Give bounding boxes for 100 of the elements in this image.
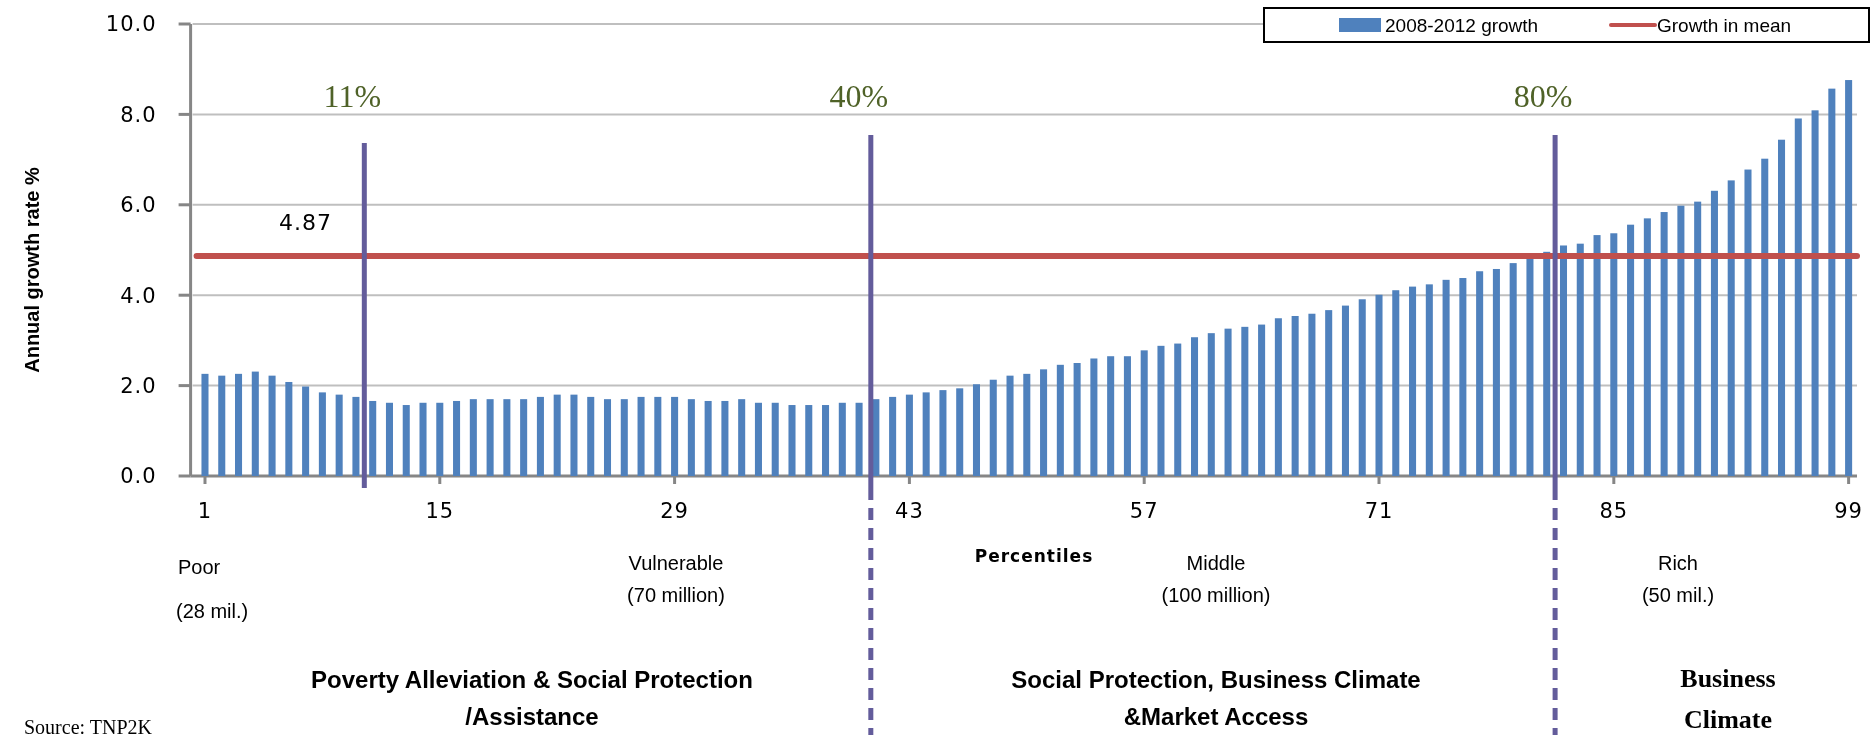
bar [1526, 256, 1534, 476]
text: Middle [1186, 552, 1246, 574]
x-tick-label: 71 [1364, 499, 1394, 524]
bar [754, 402, 762, 476]
bar [1073, 363, 1081, 476]
bar [1241, 326, 1249, 476]
bar [620, 399, 628, 476]
bar [1375, 294, 1383, 476]
bar [1140, 350, 1148, 476]
bar [520, 399, 528, 476]
bar [1358, 299, 1366, 476]
bar [385, 402, 393, 476]
bar [1274, 318, 1282, 476]
bar [671, 396, 679, 476]
bar [989, 379, 997, 476]
bar [419, 402, 427, 476]
bar [1761, 158, 1769, 476]
bar [1744, 169, 1752, 476]
bar [1660, 212, 1668, 476]
bar [1576, 243, 1584, 476]
annotation: 80% [1513, 77, 1573, 114]
bar [1157, 345, 1165, 476]
annotation: 4.87 [279, 209, 333, 235]
x-tick-label: 43 [895, 499, 924, 524]
bar [1677, 205, 1685, 476]
bar [922, 392, 930, 476]
y-tick-label: 10.0 [105, 12, 157, 37]
bar [251, 371, 259, 476]
bar [235, 373, 243, 476]
bar [654, 396, 662, 476]
bar [1459, 278, 1467, 476]
bar [637, 396, 645, 476]
bar [1258, 324, 1266, 476]
bar [1425, 284, 1433, 476]
bar [335, 394, 343, 476]
bar [956, 388, 964, 476]
bar [889, 396, 897, 476]
bar [1442, 279, 1450, 476]
bar [201, 373, 209, 476]
bar [738, 399, 746, 476]
bar [536, 396, 544, 476]
bar [721, 400, 729, 476]
bar [1308, 313, 1316, 476]
text: Business Climate [1680, 664, 1776, 734]
y-tick-label: 0.0 [120, 464, 157, 489]
x-tick-label: 99 [1834, 499, 1863, 524]
bar [1727, 180, 1735, 476]
bar [1492, 268, 1500, 476]
source-note: Source: TNP2K [24, 716, 153, 738]
bar [771, 402, 779, 476]
x-tick-label: 15 [425, 499, 455, 524]
bar [1409, 286, 1417, 476]
bar [1207, 333, 1215, 476]
bar [1174, 343, 1182, 476]
x-tick-label: 29 [660, 499, 689, 524]
bar [822, 405, 830, 476]
legend-label: Growth in mean [1657, 14, 1792, 36]
text: Poverty Alleviation & Social Protection /Assistance [311, 665, 753, 730]
bar [469, 399, 477, 476]
text: Rich [1657, 552, 1699, 574]
bar [218, 375, 226, 476]
bar [1610, 233, 1618, 476]
bar [587, 396, 595, 476]
text: (70 million) [627, 584, 725, 606]
bar [1509, 263, 1517, 476]
bar [704, 400, 712, 476]
bar [1559, 245, 1568, 476]
bar [453, 400, 461, 476]
bar [1811, 110, 1819, 476]
y-tick-label: 2.0 [120, 373, 157, 398]
bar [486, 399, 494, 476]
x-axis-title: Percentiles [974, 545, 1094, 566]
bar [687, 399, 695, 476]
y-tick-label: 8.0 [120, 102, 157, 127]
bar [905, 394, 913, 476]
x-tick-label: 57 [1129, 499, 1159, 524]
bar [805, 405, 813, 476]
bar [972, 384, 981, 476]
bar [318, 392, 326, 476]
bar [436, 402, 444, 476]
bar [285, 381, 293, 476]
bar [503, 399, 511, 476]
bar [855, 402, 863, 476]
text: (50 mil.) [1641, 584, 1715, 606]
bar [1627, 224, 1635, 476]
bar [1828, 88, 1836, 476]
bar [302, 386, 310, 476]
bar [1794, 118, 1802, 476]
y-tick-label: 6.0 [120, 193, 157, 218]
bar [1006, 375, 1014, 476]
bar [402, 405, 410, 476]
bar [1107, 356, 1115, 476]
text: Poor [178, 556, 221, 578]
bar [553, 394, 561, 476]
bar [1056, 364, 1064, 476]
bar [369, 400, 377, 476]
text: Vulnerable [628, 552, 724, 574]
bar [603, 399, 612, 476]
bar [1643, 218, 1651, 476]
bar [1778, 139, 1786, 476]
